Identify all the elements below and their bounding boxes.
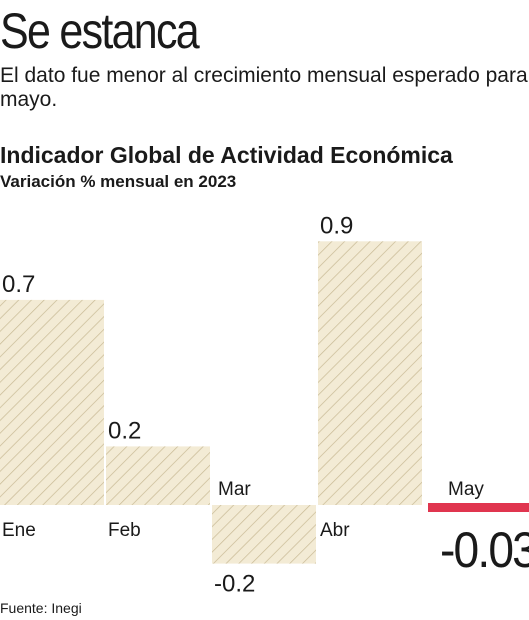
bars-group: [0, 241, 422, 564]
category-label-abr: Abr: [320, 520, 350, 541]
chart-subtitle: Variación % mensual en 2023: [0, 172, 237, 191]
category-label-ene: Ene: [2, 520, 36, 541]
bar-abr: [318, 241, 422, 506]
source-note: Fuente: Inegi: [0, 600, 82, 616]
value-label-ene: 0.7: [2, 271, 35, 298]
bar-mar: [212, 505, 316, 564]
value-label-feb: 0.2: [108, 417, 141, 444]
highlight-group: [428, 503, 529, 512]
bar-feb: [106, 446, 210, 505]
category-label-may: May: [448, 479, 484, 500]
chart-title: Indicador Global de Actividad Económica: [0, 142, 453, 168]
value-label-abr: 0.9: [320, 212, 353, 239]
labels-group: 0.7 Ene 0.2 Feb -0.2 Mar 0.9 Abr -0.03 May: [2, 212, 529, 597]
value-label-mar: -0.2: [214, 571, 255, 598]
category-label-feb: Feb: [108, 520, 141, 541]
bar-may: [428, 503, 529, 512]
bar-ene: [0, 299, 104, 505]
value-label-may: -0.03: [440, 522, 529, 578]
deck: El dato fue menor al crecimiento mensual…: [0, 64, 528, 111]
category-label-mar: Mar: [218, 479, 251, 500]
headline: Se estanca: [0, 3, 200, 59]
